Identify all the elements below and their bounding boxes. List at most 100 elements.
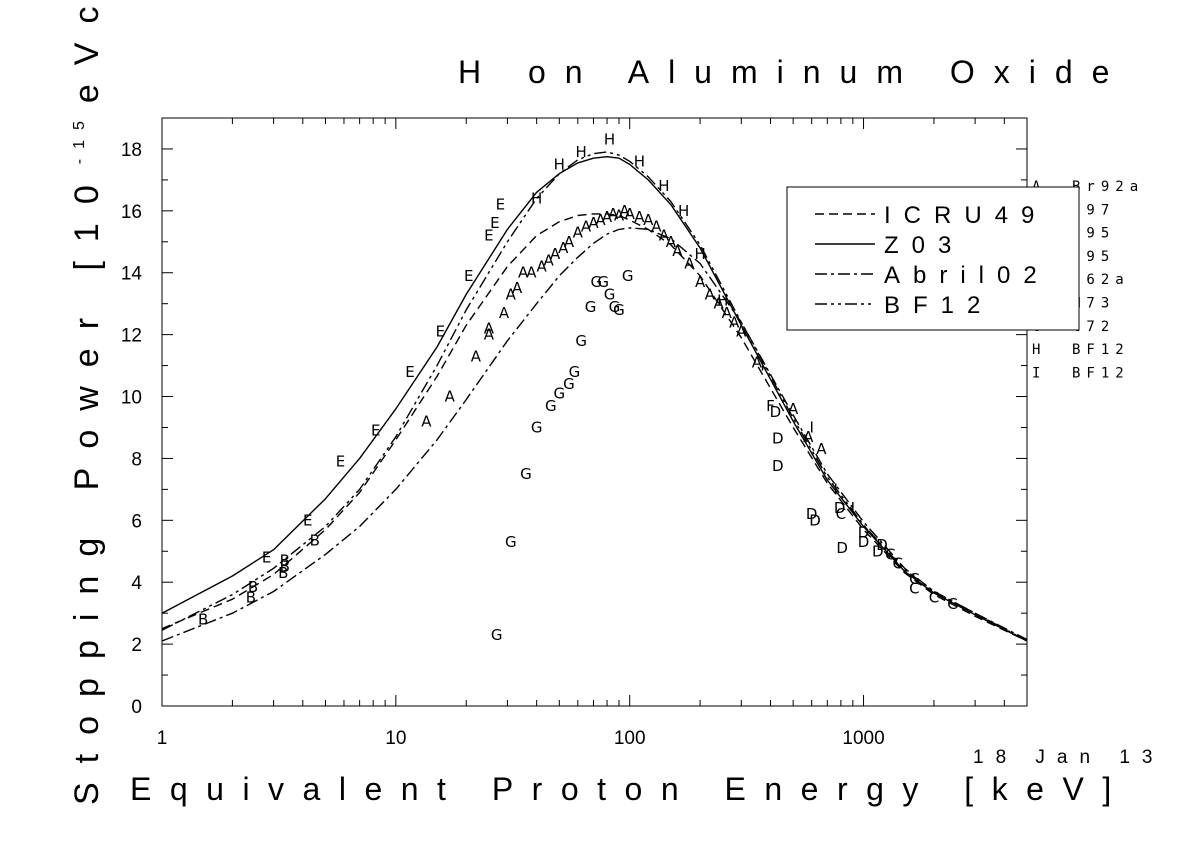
data-point-g: G [591, 273, 603, 291]
data-point-b: B [280, 558, 290, 576]
series-line-icru49 [161, 213, 1028, 642]
side-legend-text: Br92a [1072, 179, 1144, 195]
data-point-g: G [553, 384, 565, 402]
y-axis-label: Stopping Power [10-15eVc [68, 0, 106, 805]
data-point-h: H [576, 143, 587, 161]
data-point-b: B [278, 564, 288, 582]
data-point-i: I [851, 499, 855, 517]
side-legend-text: M73 [1072, 296, 1115, 312]
data-point-g: G [604, 285, 616, 303]
series-line-abril02 [161, 227, 1028, 642]
data-point-c: C [947, 595, 957, 613]
data-point-a: A [705, 285, 716, 303]
y-tick-label: 2 [131, 635, 142, 656]
data-point-g: G [613, 301, 625, 319]
legend-label: Z03 [884, 232, 964, 259]
data-point-c: C [909, 570, 919, 588]
data-point-g: G [622, 267, 634, 285]
data-point-a: A [471, 347, 482, 365]
plot-area [161, 117, 1028, 707]
data-point-h: H [717, 292, 728, 310]
data-point-b: B [246, 589, 256, 607]
side-legend-text: i62a [1072, 272, 1130, 288]
data-point-a: A [625, 205, 636, 223]
data-point-a: A [484, 326, 495, 344]
data-point-b: B [280, 552, 290, 570]
data-point-a: A [564, 233, 575, 251]
legend-label: BF12 [884, 292, 993, 319]
side-legend-text: BF12 [1072, 342, 1130, 358]
data-point-i: I [809, 418, 813, 436]
y-tick-label: 12 [121, 326, 142, 347]
x-tick-label: 1 [157, 728, 168, 749]
data-point-a: A [713, 295, 724, 313]
data-point-a: A [518, 264, 529, 282]
data-point-g: G [491, 626, 503, 644]
data-point-a: A [602, 208, 613, 226]
data-point-e: E [496, 196, 505, 214]
data-point-a: A [651, 217, 662, 235]
data-point-a: A [659, 227, 670, 245]
legend-label: Abril02 [884, 262, 1050, 289]
data-point-a: A [550, 245, 561, 263]
data-point-d: D [834, 499, 846, 517]
data-point-e: E [336, 453, 345, 471]
data-point-a: A [588, 214, 599, 232]
data-point-h: H [531, 189, 542, 207]
data-point-i: I [833, 480, 837, 498]
data-point-a: A [581, 217, 592, 235]
data-point-e: E [436, 323, 445, 341]
data-point-g: G [531, 418, 543, 436]
date-stamp: 18 Jan 13 [973, 747, 1164, 768]
data-point-d: D [770, 403, 782, 421]
data-point-g: G [585, 298, 597, 316]
data-point-a: A [722, 304, 733, 322]
legend-label: ICRU49 [884, 202, 1047, 229]
chart-title: H on Aluminum Oxide [458, 54, 1128, 90]
data-point-e: E [262, 548, 271, 566]
series-line-bf12 [161, 151, 1028, 642]
legend: ICRU49 Z03 Abril02 BF12 [786, 186, 1080, 331]
y-tick-label: 4 [131, 573, 142, 594]
y-tick-label: 0 [131, 697, 142, 718]
data-point-a: A [752, 353, 763, 371]
y-tick-label: 6 [131, 511, 142, 532]
data-point-a: A [499, 304, 510, 322]
x-tick-label: 1000 [842, 728, 884, 749]
data-point-d: D [806, 505, 818, 523]
data-point-a: A [672, 242, 683, 260]
data-point-a: A [526, 264, 537, 282]
data-point-d: D [876, 536, 888, 554]
data-point-i: I [760, 357, 764, 375]
data-point-a: A [619, 202, 630, 220]
data-point-b: B [198, 610, 208, 628]
data-point-c: C [885, 545, 895, 563]
data-point-d: D [858, 533, 870, 551]
data-point-d: D [858, 524, 870, 542]
data-point-d: D [872, 542, 884, 560]
y-tick-label: 14 [121, 264, 143, 285]
data-point-g: G [563, 375, 575, 393]
data-point-a: A [816, 440, 827, 458]
data-point-a: A [736, 323, 747, 341]
data-point-g: G [520, 465, 532, 483]
y-tick-label: 8 [131, 449, 142, 470]
side-legend-text: BF12 [1072, 365, 1130, 381]
data-point-h: H [694, 245, 705, 263]
data-point-a: A [634, 208, 645, 226]
data-point-b: B [248, 578, 258, 596]
data-point-a: A [695, 273, 706, 291]
side-legend-text: d97 [1072, 202, 1115, 218]
data-point-a: A [803, 428, 814, 446]
data-point-g: G [545, 397, 557, 415]
data-point-a: A [595, 211, 606, 229]
data-point-d: D [772, 457, 784, 475]
data-point-e: E [371, 422, 380, 440]
side-legend-text: t72 [1072, 319, 1115, 335]
data-point-a: A [506, 285, 517, 303]
data-point-a: A [788, 400, 799, 418]
x-tick-label: 100 [614, 728, 646, 749]
side-legend-key: H [1032, 342, 1040, 358]
